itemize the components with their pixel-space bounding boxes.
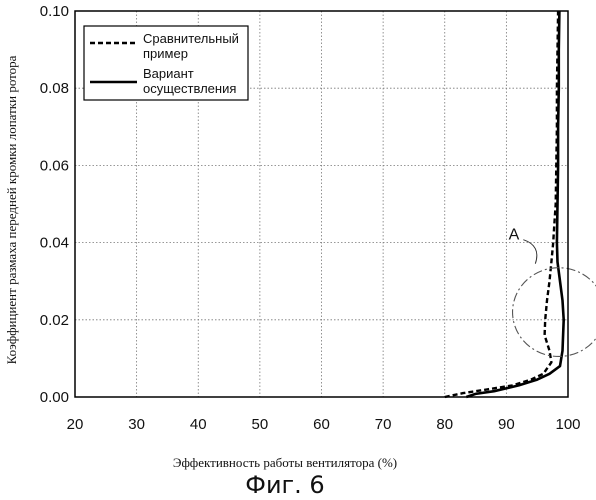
legend-label-embodiment: Вариант — [143, 66, 194, 81]
figure-caption: Фиг. 6 — [245, 471, 324, 499]
x-tick-label: 30 — [128, 416, 145, 433]
series-line-comparative — [445, 11, 558, 397]
y-tick-label: 0.00 — [40, 389, 69, 406]
y-tick-label: 0.10 — [40, 3, 69, 20]
x-tick-label: 20 — [67, 416, 84, 433]
legend-label-embodiment-line2: осуществления — [143, 81, 236, 96]
series-group — [445, 11, 564, 397]
x-tick-label: 50 — [252, 416, 269, 433]
legend: Сравнительный пример Вариант осуществлен… — [84, 26, 248, 100]
x-tick-label: 40 — [190, 416, 207, 433]
legend-label-comparative: Сравнительный — [143, 31, 239, 46]
x-tick-label: 90 — [498, 416, 515, 433]
annotation-ellipse — [513, 268, 596, 357]
y-axis-title: Коэффициент размаха передней кромки лопа… — [4, 55, 19, 364]
x-tick-label: 80 — [436, 416, 453, 433]
y-tick-label: 0.08 — [40, 80, 69, 97]
y-tick-label: 0.04 — [40, 235, 69, 252]
x-axis-title: Эффективность работы вентилятора (%) — [173, 455, 397, 470]
x-tick-label: 60 — [313, 416, 330, 433]
x-tick-label: 70 — [375, 416, 392, 433]
legend-label-comparative-line2: пример — [143, 46, 188, 61]
y-tick-label: 0.06 — [40, 157, 69, 174]
y-tick-label: 0.02 — [40, 312, 69, 329]
annotation-label: A — [509, 227, 520, 244]
annotation-leader-line — [523, 240, 537, 264]
series-line-embodiment — [466, 11, 563, 397]
x-tick-label: 100 — [555, 416, 580, 433]
